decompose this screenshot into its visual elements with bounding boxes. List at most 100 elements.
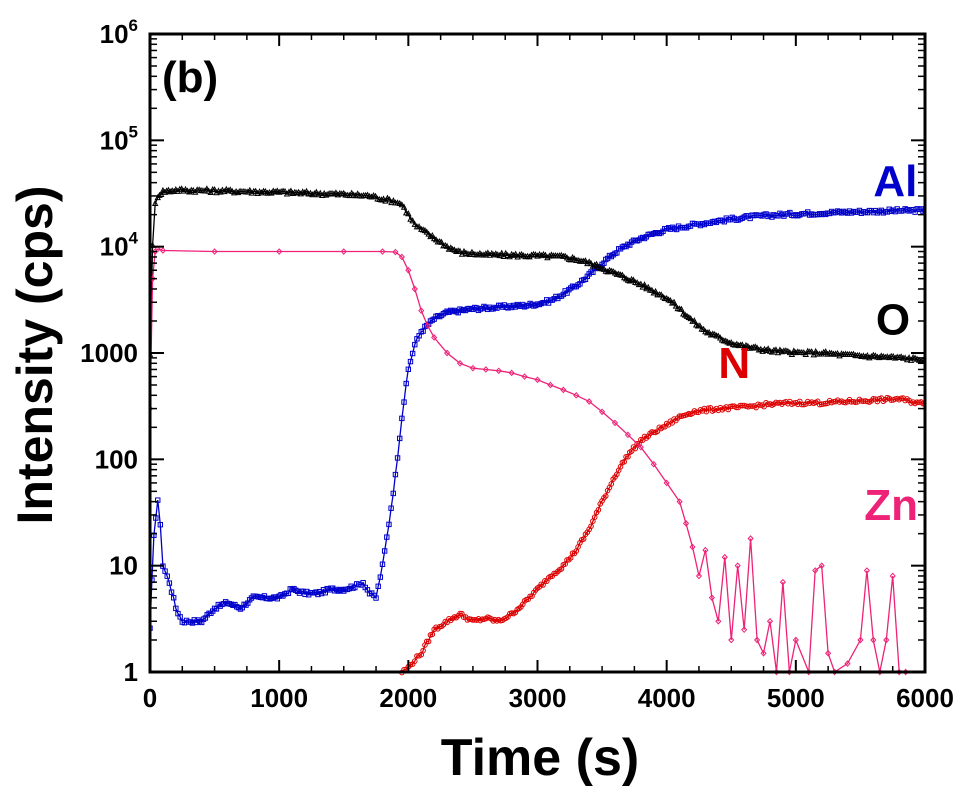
data-point (156, 191, 163, 198)
data-point (380, 195, 387, 202)
data-point (766, 617, 774, 625)
data-point (315, 191, 322, 198)
data-point (457, 610, 463, 617)
data-point (378, 196, 385, 203)
data-point (186, 188, 193, 195)
data-point (584, 259, 591, 267)
data-point (254, 189, 261, 196)
series-line-o (150, 188, 925, 363)
data-point (386, 521, 392, 528)
data-point (667, 296, 674, 304)
data-point (663, 479, 670, 487)
series-labels-layer: Al O N Zn (718, 157, 918, 530)
data-point (812, 347, 819, 355)
data-point (582, 257, 589, 264)
data-point (429, 631, 436, 638)
data-point (409, 217, 416, 224)
data-point (264, 189, 271, 196)
data-point (587, 259, 595, 267)
data-point (258, 189, 265, 196)
data-point (641, 281, 648, 288)
data-point (779, 578, 786, 586)
data-point (230, 189, 238, 196)
data-point (508, 369, 515, 377)
data-point (352, 192, 359, 199)
data-point (632, 445, 639, 452)
data-point (163, 187, 170, 194)
data-point (334, 191, 342, 198)
data-point (528, 251, 535, 258)
data-point (301, 189, 308, 196)
data-point (244, 188, 252, 195)
data-point (203, 185, 211, 192)
data-point (453, 247, 460, 254)
series-label-al: Al (873, 157, 917, 206)
data-point (700, 325, 707, 332)
data-point (225, 187, 232, 194)
data-point (305, 190, 312, 197)
data-point (650, 429, 657, 436)
series-al (150, 206, 925, 631)
data-point (625, 453, 631, 460)
data-point (755, 346, 763, 353)
data-point (727, 403, 734, 410)
data-point (741, 626, 748, 634)
data-point (748, 344, 755, 351)
data-point (281, 187, 289, 195)
data-point (403, 380, 409, 387)
data-point (650, 289, 657, 296)
data-point (424, 322, 431, 330)
data-point (905, 354, 913, 361)
data-point (734, 562, 741, 570)
data-point (870, 636, 877, 644)
data-point (648, 286, 656, 293)
data-point (411, 658, 418, 664)
data-point (445, 245, 453, 252)
data-point (444, 349, 451, 357)
data-point (883, 636, 890, 644)
data-point (234, 188, 242, 196)
data-point (468, 248, 476, 255)
x-tick-label: 3000 (509, 683, 567, 713)
x-tick-label: 0 (143, 683, 157, 713)
data-point (177, 614, 183, 620)
data-point (420, 647, 426, 654)
series-label-zn: Zn (864, 481, 918, 530)
y-tick-label: 1000 (80, 338, 138, 368)
data-point (668, 299, 676, 306)
data-point (705, 328, 713, 336)
data-point (534, 252, 541, 259)
data-point (637, 443, 644, 451)
data-point (591, 261, 598, 268)
data-point (788, 350, 796, 357)
data-point (812, 567, 819, 574)
data-point (763, 346, 770, 353)
data-point (599, 408, 606, 416)
data-point (401, 399, 407, 405)
data-point (372, 192, 379, 199)
data-point (411, 285, 418, 293)
data-point (398, 253, 405, 261)
data-point (510, 251, 517, 258)
data-point (792, 636, 799, 644)
data-point (482, 250, 490, 257)
data-point (390, 490, 396, 497)
data-point (702, 546, 709, 554)
data-point (825, 649, 832, 657)
x-tick-label: 4000 (638, 683, 696, 713)
data-point (293, 189, 301, 196)
x-axis-title: Time (s) (441, 729, 639, 787)
data-point (624, 431, 631, 439)
data-point (792, 348, 800, 356)
data-point (672, 302, 680, 309)
data-point (438, 238, 445, 245)
data-point (542, 251, 549, 258)
data-point (155, 497, 161, 503)
data-point (687, 314, 694, 322)
data-point (895, 353, 903, 360)
data-point (500, 252, 507, 260)
data-point (707, 331, 715, 338)
panel-label: (b) (162, 53, 218, 102)
data-point (285, 188, 293, 195)
data-point (405, 266, 412, 274)
